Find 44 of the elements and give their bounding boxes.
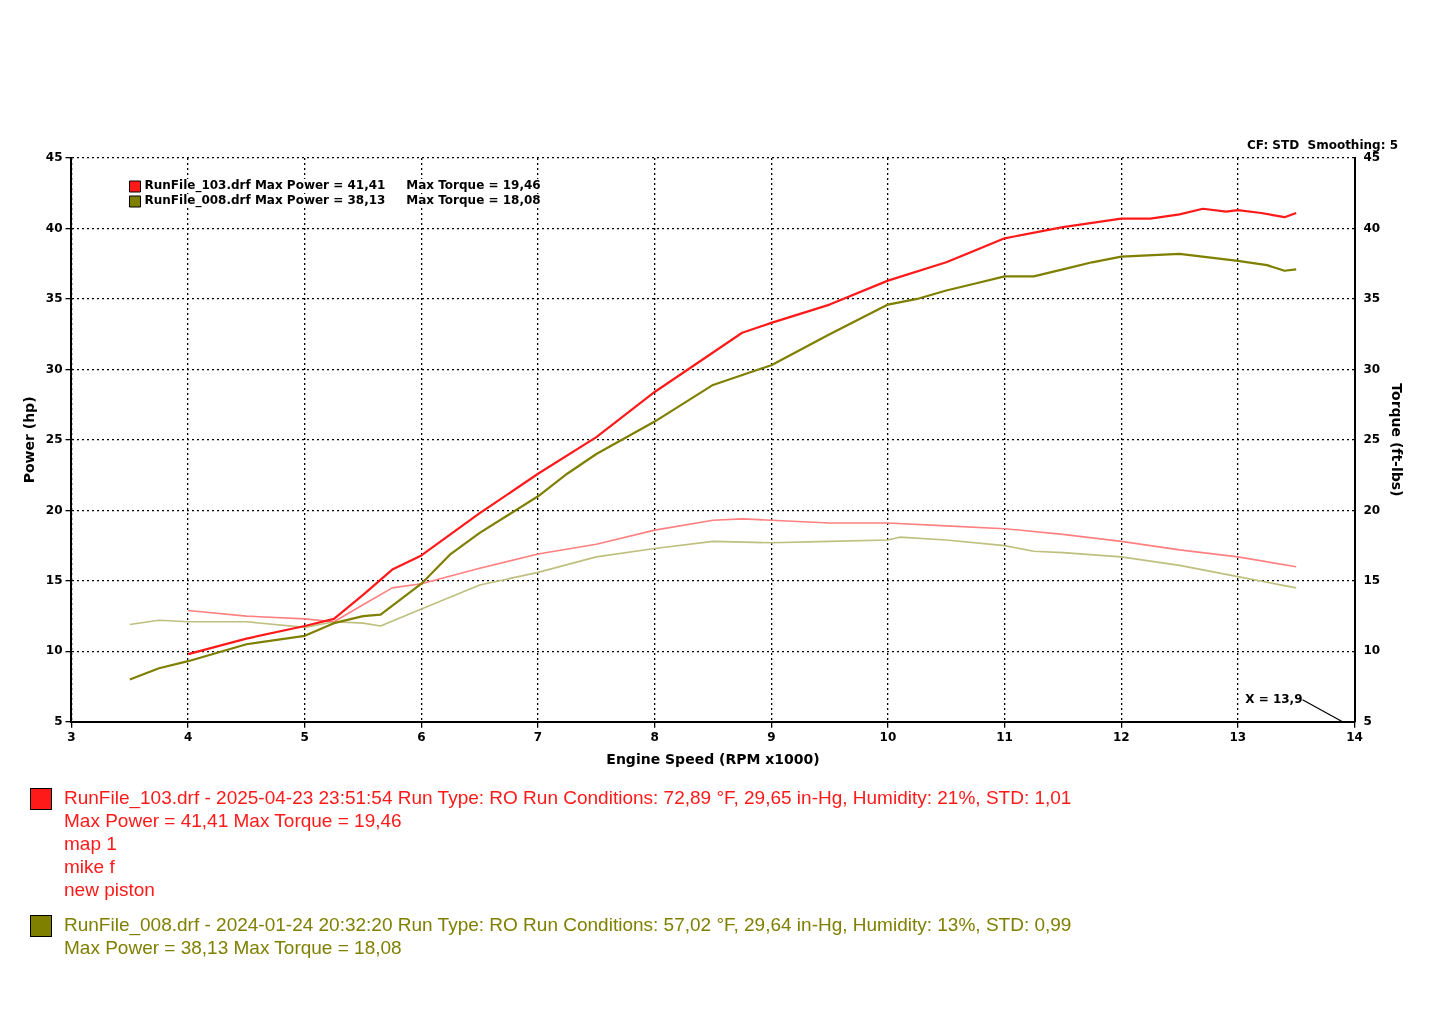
x-tick-label: 11	[996, 730, 1013, 745]
x-tick-label: 14	[1346, 730, 1363, 745]
x-tick-label: 13	[1229, 730, 1247, 745]
legend-label: RunFile_103.drf Max Power = 41,41 Max Torque = 19,46	[144, 178, 541, 194]
text: Max Power = 38,13 Max Torque = 18,08	[64, 936, 403, 959]
y-tick-label: 35	[45, 291, 63, 306]
y-tick-label: 45	[45, 150, 63, 165]
x-axis-title: Engine Speed (RPM x1000)	[606, 751, 820, 768]
y-tick-label: 5	[54, 713, 63, 728]
text: mike f	[64, 855, 116, 878]
y-axis-title: Power (hp)	[21, 396, 38, 484]
x-tick-label: 7	[533, 730, 543, 745]
y-tick-label: 25	[45, 432, 63, 447]
y-tick-label: 20	[45, 502, 63, 517]
annotation: X = 13,9	[1245, 691, 1303, 706]
x-tick-label: 4	[183, 730, 193, 745]
x-tick-label: 3	[67, 730, 76, 745]
y2-tick-label: 5	[1363, 713, 1372, 728]
text: new piston	[64, 878, 156, 901]
y2-tick-label: 40	[1363, 220, 1381, 235]
text: CF: STD Smoothing: 5	[1247, 138, 1398, 153]
y2-tick-label: 15	[1363, 572, 1381, 587]
y2-tick-label: 25	[1363, 432, 1381, 447]
y2-axis-title: Torque (ft-lbs)	[1388, 383, 1405, 497]
x-tick-label: 12	[1112, 730, 1130, 745]
x-tick-label: 8	[650, 730, 659, 745]
x-tick-label: 10	[879, 730, 897, 745]
text: map 1	[64, 832, 118, 855]
text: Max Power = 41,41 Max Torque = 19,46	[64, 809, 403, 832]
y-tick-label: 40	[45, 220, 63, 235]
y-tick-label: 30	[45, 361, 63, 376]
y2-tick-label: 10	[1363, 643, 1381, 658]
y2-tick-label: 30	[1363, 361, 1381, 376]
legend-label: RunFile_008.drf Max Power = 38,13 Max Torque = 18,08	[144, 193, 541, 209]
x-tick-label: 6	[417, 730, 426, 745]
y2-tick-label: 45	[1363, 150, 1381, 165]
y2-tick-label: 20	[1363, 502, 1381, 517]
y2-tick-label: 35	[1363, 291, 1381, 306]
x-tick-label: 9	[767, 730, 776, 745]
x-tick-label: 5	[300, 730, 309, 745]
y-tick-label: 15	[45, 572, 63, 587]
y-tick-label: 10	[45, 643, 63, 658]
text: RunFile_008.drf - 2024-01-24 20:32:20 Run Type: RO Run Conditions: 57,02 °F, 29,64 in-Hg, Humidity: 13%, STD: 0,99	[64, 913, 1072, 936]
text: RunFile_103.drf - 2025-04-23 23:51:54 Run Type: RO Run Conditions: 72,89 °F, 29,65 in-Hg, Humidity: 21%, STD: 1,01	[64, 786, 1072, 809]
